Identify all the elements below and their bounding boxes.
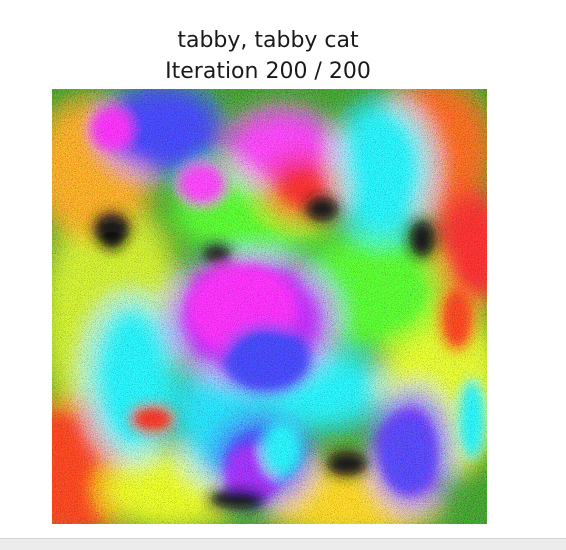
- class-visualization-image: [52, 89, 487, 524]
- figure-title-class: tabby, tabby cat: [177, 28, 359, 53]
- bottom-scrollbar-strip: [0, 538, 566, 550]
- figure-title-iteration: Iteration 200 / 200: [165, 59, 371, 84]
- noise-image-svg: [52, 89, 487, 524]
